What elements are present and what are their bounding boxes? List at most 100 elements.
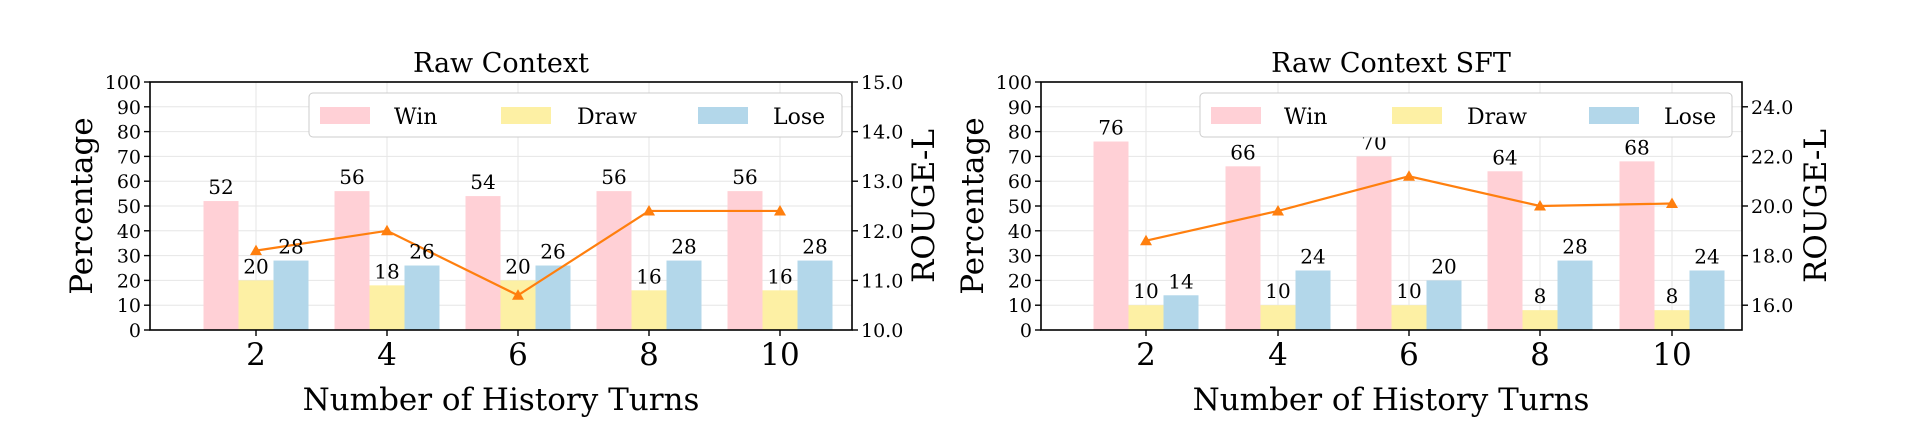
data-label-win-6: 54 [470,170,495,194]
data-labels-layer: 52 56 54 56 56 20 18 20 16 16 28 26 26 28 28 [208,165,827,288]
y2-tick-label: 11.0 [861,270,903,292]
rouge-l-marker-2 [1140,234,1152,246]
rouge-l-marker-8 [643,204,655,216]
x-tick-label: 6 [508,337,528,373]
bar-win-4 [1225,166,1261,330]
legend-swatch-draw [1392,107,1442,124]
bar-draw-4 [1260,305,1296,330]
data-label-lose-6: 26 [540,240,565,264]
data-label-lose-8: 28 [1562,235,1587,259]
bar-lose-8 [666,260,702,330]
x-tick-label: 4 [377,337,397,373]
legend-label-lose: Lose [773,105,825,130]
x-axis-label: Number of History Turns [1193,382,1590,418]
rouge-l-marker-10 [1666,197,1678,209]
chart-title: Raw Context [413,48,589,79]
bar-draw-6 [1391,305,1427,330]
data-label-draw-6: 20 [505,254,530,278]
y-tick-label: 0 [1020,320,1032,342]
bar-lose-6 [1426,280,1462,330]
y2-axis-label: ROUGE-L [906,129,942,283]
data-label-lose-10: 28 [802,235,827,259]
data-label-win-10: 68 [1624,135,1649,159]
rouge-l-marker-8 [1534,200,1546,211]
x-tick-label: 10 [1652,337,1691,373]
y-tick-label: 100 [996,72,1032,94]
data-label-win-8: 56 [601,165,626,189]
x-axis-label: Number of History Turns [303,382,700,418]
data-label-lose-2: 28 [278,235,303,259]
y2-tick-label: 22.0 [1751,146,1793,168]
bar-win-8 [596,191,632,330]
data-label-lose-10: 24 [1694,244,1719,268]
data-label-draw-10: 16 [767,264,792,288]
x-tick-label: 8 [1530,337,1550,373]
y-tick-label: 40 [117,221,141,243]
bar-win-10 [727,191,763,330]
legend-swatch-win [1211,107,1261,124]
y2-tick-label: 18.0 [1751,246,1793,268]
bar-lose-10 [1689,270,1725,330]
legend-swatch-lose [698,107,748,124]
bar-lose-4 [1295,270,1331,330]
bar-draw-4 [369,285,405,330]
rouge-l-marker-4 [381,224,393,236]
legend: Win Draw Lose [308,92,843,138]
ticks-layer: 010203040506070809010010.011.012.013.014… [105,72,904,373]
y-tick-label: 80 [1008,122,1032,144]
legend-label-lose: Lose [1664,105,1716,130]
data-label-draw-2: 20 [243,254,268,278]
bars-layer [203,191,833,330]
y2-tick-label: 13.0 [861,171,903,193]
y-tick-label: 90 [117,97,141,119]
legend-label-win: Win [394,105,437,130]
bar-lose-4 [404,265,440,330]
data-label-draw-4: 10 [1265,279,1290,303]
y-tick-label: 30 [117,246,141,268]
data-label-lose-6: 20 [1431,254,1456,278]
ticks-layer: 010203040506070809010016.018.020.022.024… [996,72,1794,373]
y-tick-label: 90 [1008,97,1032,119]
x-tick-label: 6 [1399,337,1419,373]
y-tick-label: 80 [117,122,141,144]
bar-win-6 [465,196,501,330]
legend-swatch-draw [501,107,551,124]
data-label-win-10: 56 [732,165,757,189]
bar-draw-2 [238,280,274,330]
legend-swatch-win [320,107,370,124]
data-label-win-2: 76 [1098,116,1123,140]
y-tick-label: 20 [1008,270,1032,292]
x-tick-label: 8 [639,337,659,373]
rouge-l-marker-2 [250,244,262,256]
legend-frame [308,92,843,138]
y2-tick-label: 14.0 [861,122,903,144]
bar-draw-2 [1128,305,1164,330]
x-tick-label: 2 [1136,337,1156,373]
y2-tick-label: 10.0 [861,320,903,342]
y2-tick-label: 20.0 [1751,196,1793,218]
x-tick-label: 10 [760,337,799,373]
bar-draw-8 [1522,310,1558,330]
legend-label-draw: Draw [1467,105,1527,130]
y-tick-label: 100 [105,72,141,94]
y-tick-label: 70 [117,146,141,168]
bar-win-2 [1093,141,1129,330]
rouge-l-marker-6 [1403,170,1415,181]
data-label-lose-4: 24 [1300,244,1325,268]
y-tick-label: 50 [1008,196,1032,218]
rouge-line-layer [250,204,786,300]
y-tick-label: 50 [117,196,141,218]
y-axis-label: Percentage [955,117,991,294]
y-axis-label: Percentage [64,117,100,294]
bar-draw-10 [1654,310,1690,330]
rouge-l-marker-4 [1272,204,1284,216]
legend-label-win: Win [1284,105,1327,130]
y-tick-label: 0 [129,320,141,342]
bar-win-2 [203,201,239,330]
data-label-draw-10: 8 [1666,284,1679,308]
y2-axis-label: ROUGE-L [1798,129,1834,283]
legend-frame [1199,92,1733,138]
y-tick-label: 20 [117,270,141,292]
